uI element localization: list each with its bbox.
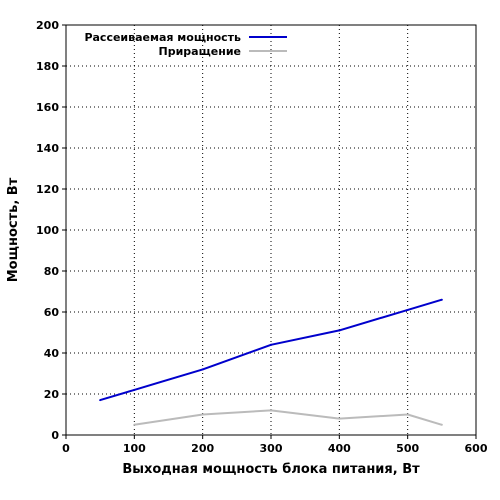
- axis-ticks: 0 100 200 300 400 500 600 0 20 40 60 80 100 120 140 160…: [36, 19, 488, 455]
- data-point: [406, 308, 409, 311]
- data-point: [338, 329, 341, 332]
- y-tick-label: 200: [36, 19, 59, 32]
- data-point: [440, 298, 443, 301]
- data-point: [338, 417, 341, 420]
- x-tick-label: 500: [396, 442, 419, 455]
- y-tick-label: 0: [51, 429, 59, 442]
- data-point: [270, 343, 272, 346]
- data-point: [133, 388, 136, 391]
- series-lines: [99, 298, 443, 426]
- y-tick-label: 100: [36, 224, 59, 237]
- legend-label: Приращение: [159, 45, 241, 58]
- x-tick-label: 100: [123, 442, 146, 455]
- legend-label: Рассеиваемая мощность: [84, 31, 241, 44]
- y-tick-label: 60: [44, 306, 60, 319]
- grid-lines: [66, 25, 476, 435]
- x-tick-label: 200: [191, 442, 214, 455]
- y-tick-label: 80: [44, 265, 60, 278]
- y-tick-label: 180: [36, 60, 59, 73]
- data-point: [99, 399, 102, 402]
- data-point: [201, 413, 204, 416]
- y-tick-label: 40: [44, 347, 60, 360]
- y-axis-title: Мощность, Вт: [6, 177, 21, 282]
- x-tick-label: 600: [465, 442, 488, 455]
- y-tick-label: 120: [36, 183, 59, 196]
- x-tick-label: 0: [62, 442, 70, 455]
- y-tick-label: 140: [36, 142, 59, 155]
- x-tick-label: 300: [260, 442, 283, 455]
- x-axis-title: Выходная мощность блока питания, Вт: [122, 462, 420, 477]
- data-point: [406, 413, 409, 416]
- y-tick-label: 160: [36, 101, 59, 114]
- y-tick-label: 20: [44, 388, 60, 401]
- data-point: [133, 423, 136, 426]
- x-tick-label: 400: [328, 442, 351, 455]
- data-point: [440, 423, 443, 426]
- data-point: [201, 368, 204, 371]
- data-point: [270, 409, 272, 412]
- series-line-1: [134, 409, 443, 426]
